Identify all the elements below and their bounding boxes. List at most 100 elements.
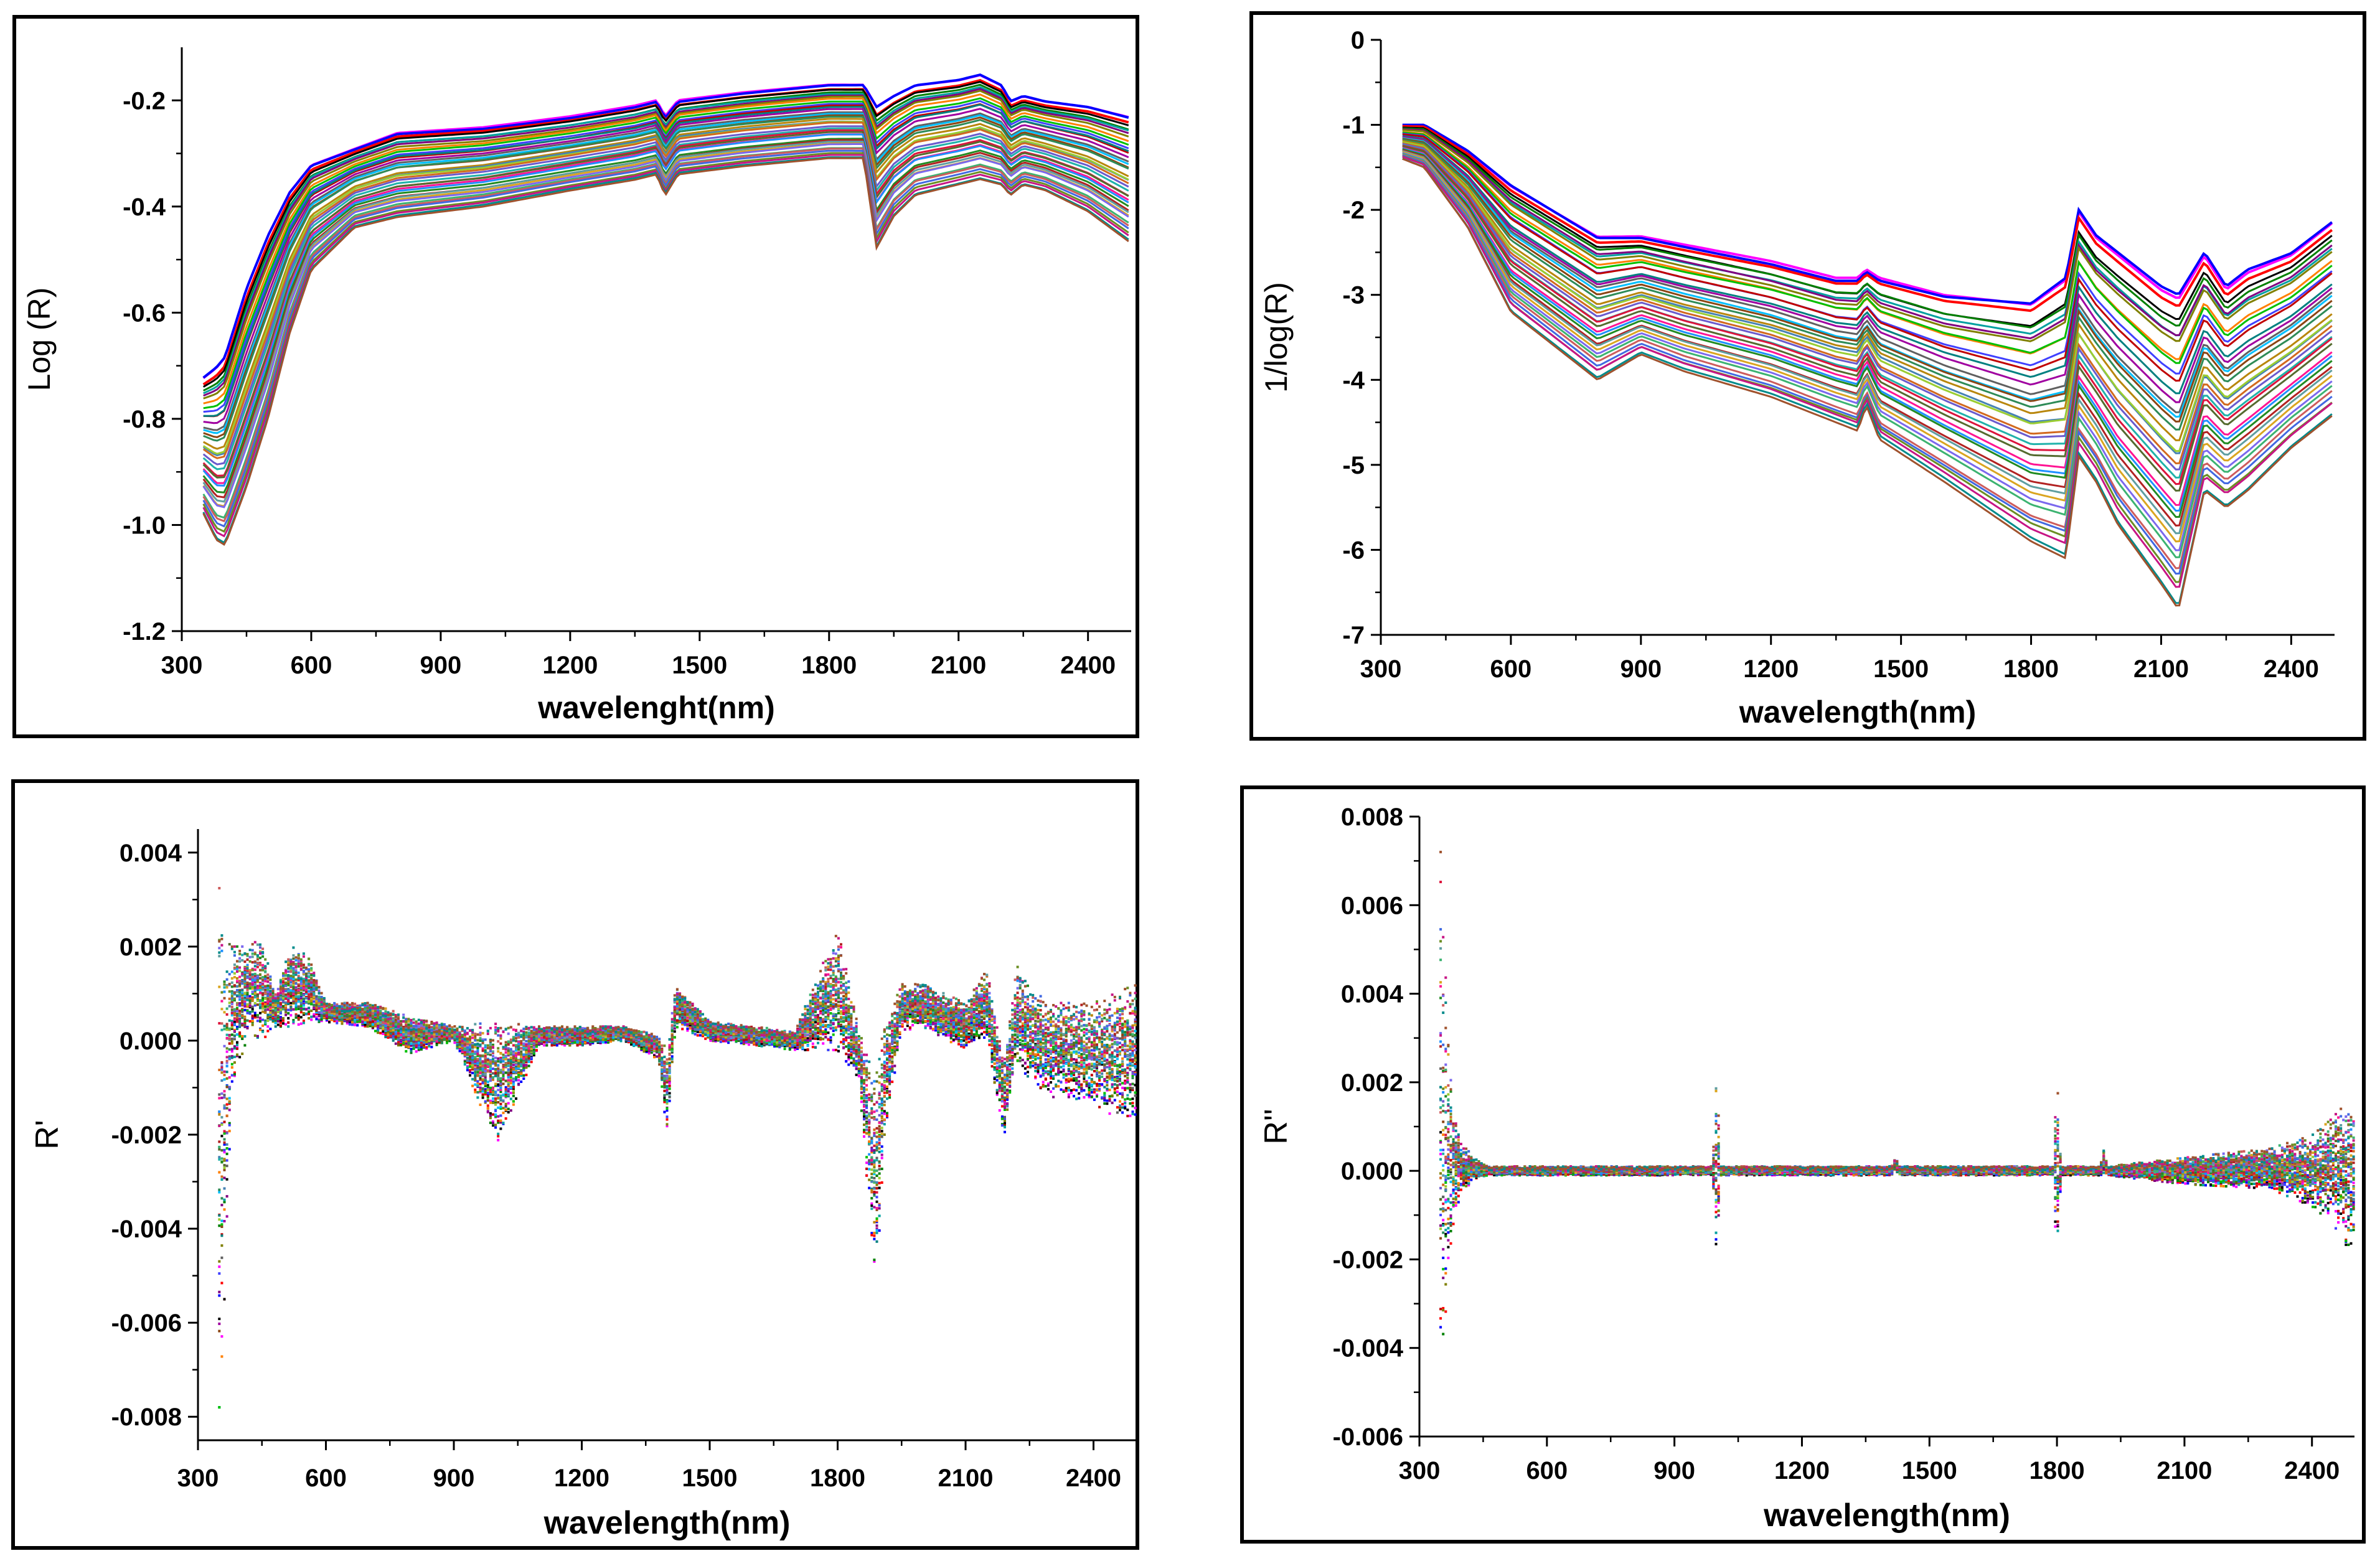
spectrum-series [1402,133,2333,382]
spectrum-series [1439,850,2355,1176]
spectrum-series [1402,136,2333,414]
y-tick-label: 0 [1351,27,1365,54]
panel-first-derivative: 300 600 900 1200 1500 1800 2100 2400 0.004 0.002 0… [11,779,1139,1550]
spectrum-series [1402,144,2333,485]
spectrum-series [1402,147,2333,506]
y-axis-label: 1/log(R) [1259,282,1294,393]
y-tick-label: -1.2 [123,618,166,645]
spectrum-series [203,111,1129,431]
spectrum-series [1402,148,2333,518]
spectrum-series [1402,123,2333,305]
x-tick-label: 900 [433,1465,475,1492]
series-group [202,73,1129,546]
spectrum-series [1402,124,2333,312]
spectrum-series [202,80,1129,388]
series-group [1439,850,2355,1336]
y-tick-label: 0.002 [120,934,182,961]
chart-inverse-log-r: 300 600 900 1200 1500 1800 2100 2400 0 -1 -2 -3 -4 -5… [1249,11,2366,741]
y-tick-label: -0.008 [111,1404,182,1431]
spectrum-series [202,154,1129,538]
x-tick-label: 300 [1360,655,1402,683]
spectrum-series [1402,141,2333,452]
x-tick-label: 1800 [801,652,857,679]
x-tick-label: 2100 [2157,1457,2212,1484]
x-tick-label: 600 [305,1465,347,1492]
x-tick-label: 1200 [542,652,598,679]
panel-frame [11,779,1139,1550]
spectrum-series [202,133,1129,487]
panel-inverse-log-r: 300 600 900 1200 1500 1800 2100 2400 0 -1 -2 -3 -4 -5… [1249,11,2366,741]
spectrum-series [1402,157,2333,604]
spectrum-series [218,934,1137,1138]
spectrum-series [1402,151,2333,543]
y-tick-label: -7 [1342,622,1365,649]
x-tick-label: 900 [1620,655,1662,683]
series-group [1402,123,2333,607]
y-tick-label: 0.000 [1341,1158,1403,1185]
y-tick-label: -0.006 [111,1310,182,1337]
chart-first-derivative: 300 600 900 1200 1500 1800 2100 2400 0.004 0.002 0… [11,779,1139,1550]
x-tick-label: 2100 [2133,655,2189,683]
y-axis-label: Log (R) [22,288,57,391]
spectrum-series [203,113,1129,434]
spectrum-series [203,103,1129,417]
spectrum-series [203,100,1129,413]
x-tick-label: 300 [177,1465,219,1492]
y-tick-label: -1.0 [123,512,166,539]
spectrum-series [1402,139,2333,441]
spectrum-series [218,934,1137,1163]
spectrum-series [202,149,1129,528]
x-tick-label: 300 [1399,1457,1441,1484]
spectrum-series [203,108,1129,424]
x-tick-label: 2400 [2284,1457,2340,1484]
y-tick-label: -2 [1342,197,1365,224]
spectrum-series [203,97,1129,410]
y-axis-label: R' [29,1120,65,1149]
spectrum-series [1402,152,2333,551]
spectrum-series [203,86,1129,395]
spectrum-series [203,90,1129,400]
spectrum-series [1402,127,2333,329]
spectrum-series [202,143,1129,509]
series-group [218,887,1137,1409]
spectrum-series [202,118,1129,450]
y-tick-label: -0.2 [123,87,166,115]
x-tick-label: 2400 [1066,1465,1121,1492]
y-tick-label: 0.008 [1341,804,1403,831]
x-tick-label: 900 [420,652,462,679]
y-tick-label: -3 [1342,282,1365,309]
y-tick-label: 0.000 [120,1028,182,1055]
x-tick-label: 1200 [1774,1457,1830,1484]
x-axis-label: wavelength(nm) [1763,1498,2010,1534]
y-tick-label: -0.004 [111,1216,182,1243]
y-tick-label: 0.004 [120,840,182,867]
y-tick-label: -0.8 [123,406,166,433]
spectrum-series [1402,150,2333,535]
spectrum-series [203,88,1129,397]
panel-second-derivative: 300 600 900 1200 1500 1800 2100 2400 0.008 0.006 0… [1240,785,2366,1544]
y-tick-label: -0.002 [111,1122,182,1149]
spectrum-series [1402,142,2333,465]
x-tick-label: 2400 [1060,652,1116,679]
spectrum-series [202,125,1129,466]
x-tick-label: 2400 [2264,655,2319,683]
spectrum-series [202,138,1129,494]
x-tick-label: 2100 [938,1465,994,1492]
spectrum-series [1402,131,2333,364]
spectrum-series [1402,143,2333,471]
x-tick-label: 600 [291,652,332,679]
x-axis-label: wavelenght(nm) [537,690,775,725]
x-tick-label: 1500 [672,652,727,679]
x-axis-label: wavelength(nm) [1739,695,1977,729]
chart-log-r: 300 600 900 1200 1500 1800 2100 2400 -0.2 -0.4 -0.… [12,15,1139,738]
spectrum-series [1402,136,2333,403]
x-tick-label: 600 [1526,1457,1568,1484]
axes [181,47,1131,632]
y-tick-label: -4 [1342,367,1365,394]
x-tick-label: 900 [1653,1457,1695,1484]
x-tick-label: 600 [1490,655,1532,683]
spectrum-series [202,141,1129,503]
spectrum-series [1402,138,2333,423]
x-tick-label: 1800 [2003,655,2059,683]
spectrum-series [1402,138,2333,431]
